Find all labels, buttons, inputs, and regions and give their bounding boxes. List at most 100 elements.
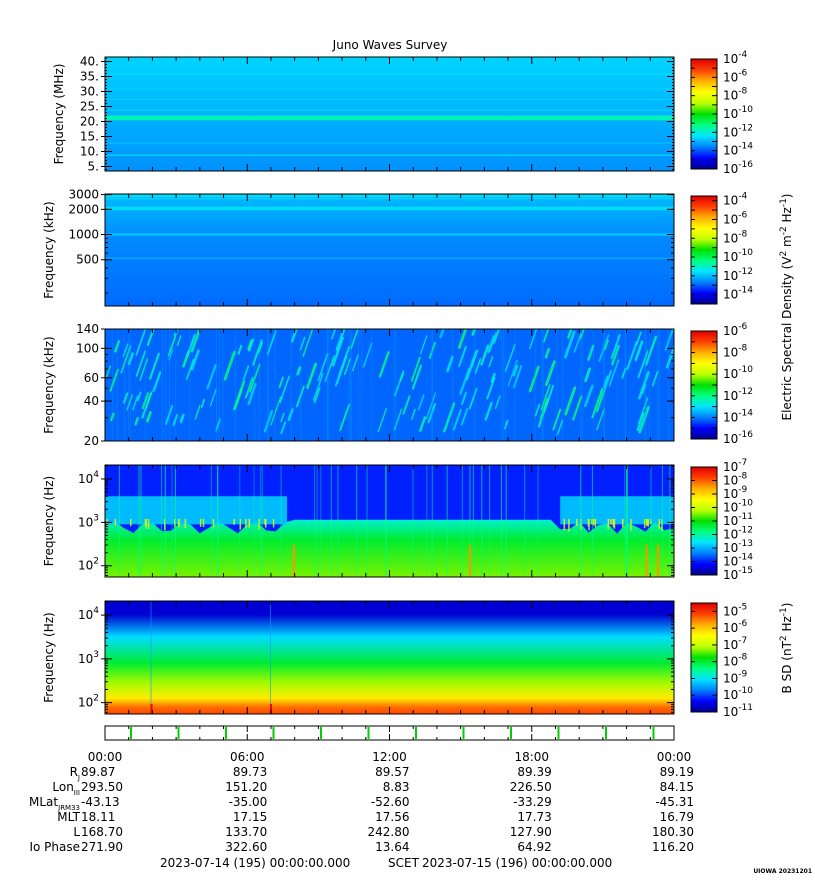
radio-burst-streak [512, 365, 523, 389]
impulse-line [164, 465, 166, 577]
radio-burst-streak [480, 344, 490, 366]
radio-burst-streak [634, 340, 644, 362]
radio-burst-streak [249, 363, 261, 393]
radio-burst-streak [134, 417, 139, 426]
spectrogram-column [165, 329, 167, 441]
time-tick-label: 18:00 [514, 750, 549, 764]
footer-scet-label: SCET [388, 856, 420, 870]
timeline-marker [605, 727, 607, 739]
radio-burst-streak [149, 352, 160, 380]
impulse-line [650, 465, 652, 577]
radio-burst-streak [266, 330, 277, 356]
impulse-line [500, 465, 502, 577]
ephemeris-value: 242.80 [368, 825, 410, 839]
radio-burst-streak [114, 340, 121, 353]
colorbar-tick-label: 10-10 [723, 686, 753, 702]
radio-burst-streak [206, 363, 217, 390]
spectrogram-background [105, 194, 674, 306]
radio-burst-streak [242, 365, 250, 381]
timeline-marker [320, 727, 322, 739]
radio-burst-streak [164, 404, 174, 426]
spectrogram-column [556, 329, 558, 441]
ephemeris-value: -52.60 [371, 795, 410, 809]
impulse-line [661, 465, 663, 577]
y-tick-label: 3000 [68, 188, 99, 202]
radio-burst-streak [494, 395, 501, 410]
colorbar-tick-label: 10-12 [723, 267, 753, 283]
colorbar-tick-label: 10-6 [723, 619, 748, 635]
radio-burst-streak [146, 329, 155, 346]
impulse-line [253, 465, 255, 577]
spectrogram-column [514, 329, 516, 441]
radio-burst-streak [534, 404, 541, 417]
spectrogram-column [625, 329, 626, 441]
spectrogram-column [534, 329, 536, 441]
y-axis-label: Frequency (Hz) [42, 612, 56, 703]
spectrogram-column [326, 329, 328, 441]
radio-burst-streak [504, 343, 516, 372]
radio-burst-streak [122, 343, 129, 357]
radio-burst-streak [110, 412, 115, 422]
radio-burst-streak [529, 329, 538, 350]
colorbar-tick-label: 10-14 [723, 553, 753, 569]
colorbar-tick-label: 10-12 [723, 387, 753, 403]
spectrogram-column [395, 329, 397, 441]
radio-burst-streak [146, 411, 152, 423]
y-tick-label: 30. [80, 85, 99, 99]
impulse-line [469, 465, 471, 577]
radio-burst-streak [296, 366, 302, 376]
radio-burst-streak [190, 349, 200, 371]
y-tick-label: 40 [84, 394, 99, 408]
radio-burst-streak [471, 329, 477, 336]
spectrogram-column [222, 329, 224, 441]
spectrogram-column [175, 329, 177, 441]
spectrogram-column [432, 329, 433, 441]
radio-burst-streak [168, 348, 174, 361]
y-axis-label: Frequency (Hz) [42, 476, 56, 567]
timeline-marker [272, 727, 275, 739]
spectrogram-column [348, 329, 350, 441]
timeline-marker [130, 727, 132, 739]
colorbar-3: 10-16 10-14 10-12 10-10 10-8 10-6 [690, 322, 753, 446]
radio-burst-streak [459, 368, 471, 395]
y-axis-label: Frequency (kHz) [42, 201, 56, 298]
radio-burst-streak [399, 372, 404, 382]
radio-burst-streak [540, 384, 551, 411]
spectrogram-column [474, 329, 476, 441]
radio-burst-streak [591, 388, 604, 419]
colorbar-4: 10-1510-1410-1310-1210-1110-1010-910-810… [690, 458, 753, 582]
y-tick-label: 103 [78, 513, 99, 529]
radio-burst-streak [428, 341, 436, 359]
impulse-line [625, 465, 627, 577]
spectrogram-column [169, 329, 170, 441]
radio-burst-streak [564, 386, 577, 416]
radio-burst-streak [185, 358, 195, 380]
radio-burst-streak [544, 360, 556, 386]
impulse-line [505, 465, 507, 577]
radio-burst-streak [507, 359, 518, 387]
y-tick-label: 5. [88, 160, 99, 174]
radio-burst-streak [280, 412, 285, 423]
colorbar-tick-label: 10-14 [723, 408, 753, 424]
impulse-line [337, 465, 339, 577]
ephemeris-value: 116.20 [652, 840, 694, 854]
radio-burst-streak [488, 356, 494, 368]
ephemeris-value: 89.39 [517, 765, 551, 779]
ephemeris-value: 89.87 [81, 765, 115, 779]
colorbar-tick-label: 10-11 [723, 512, 753, 528]
emission-band [105, 73, 674, 75]
radio-burst-streak [488, 331, 497, 353]
radio-burst-streak [638, 397, 649, 424]
colorbar-gradient [690, 195, 718, 305]
radio-burst-streak [209, 389, 217, 407]
spectrogram-column [162, 329, 163, 441]
spectrogram-column [124, 329, 125, 441]
time-tick-label: 00:00 [657, 750, 692, 764]
radio-burst-streak [334, 356, 347, 387]
emission-band [560, 496, 674, 525]
radio-burst-streak [172, 414, 179, 427]
electric-colorbar-label: Electric Spectral Density (V2 m-2 Hz-1) [779, 193, 794, 420]
colorbar-tick-label: 10-6 [723, 322, 748, 338]
